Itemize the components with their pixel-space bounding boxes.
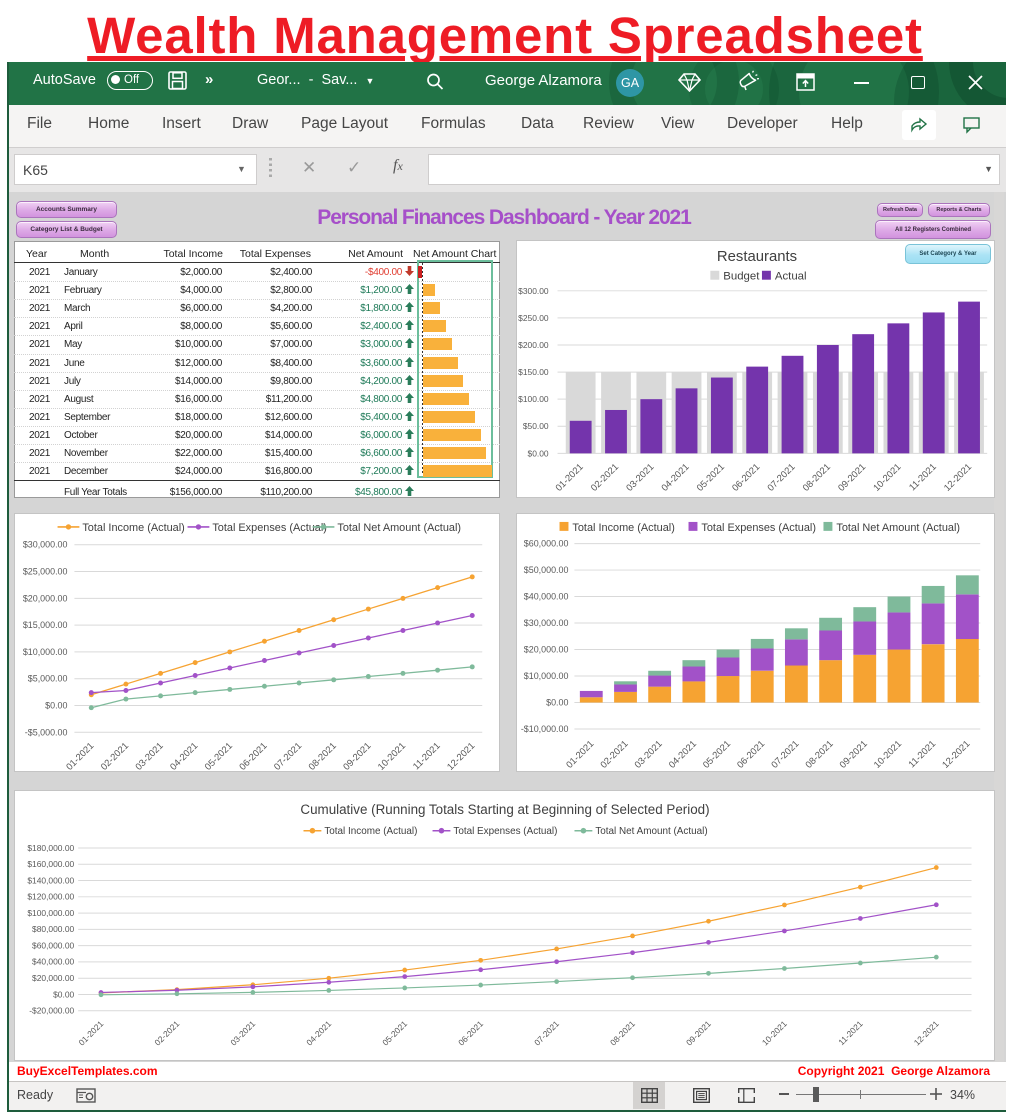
svg-text:10-2021: 10-2021 — [375, 740, 407, 772]
svg-text:Total Expenses (Actual): Total Expenses (Actual) — [212, 522, 327, 534]
svg-text:04-2021: 04-2021 — [304, 1018, 333, 1047]
svg-text:05-2021: 05-2021 — [202, 740, 234, 772]
svg-text:04-2021: 04-2021 — [659, 461, 691, 493]
svg-text:$100.00: $100.00 — [518, 394, 549, 404]
svg-text:$50,000.00: $50,000.00 — [524, 565, 569, 575]
svg-text:07-2021: 07-2021 — [532, 1018, 561, 1047]
svg-text:$60,000.00: $60,000.00 — [524, 539, 569, 549]
svg-text:$120,000.00: $120,000.00 — [27, 892, 74, 902]
svg-text:04-2021: 04-2021 — [167, 740, 199, 772]
svg-text:$25,000.00: $25,000.00 — [23, 567, 68, 577]
svg-text:-$20,000.00: -$20,000.00 — [29, 1006, 74, 1016]
svg-text:09-2021: 09-2021 — [341, 740, 373, 772]
svg-text:10-2021: 10-2021 — [871, 461, 903, 493]
svg-text:06-2021: 06-2021 — [456, 1018, 485, 1047]
svg-text:$30,000.00: $30,000.00 — [23, 540, 68, 550]
svg-text:05-2021: 05-2021 — [380, 1018, 409, 1047]
svg-text:07-2021: 07-2021 — [271, 740, 303, 772]
svg-text:12-2021: 12-2021 — [940, 738, 972, 770]
svg-text:$40,000.00: $40,000.00 — [32, 957, 74, 967]
svg-text:$0.00: $0.00 — [53, 989, 74, 999]
svg-text:06-2021: 06-2021 — [734, 738, 766, 770]
svg-text:Total Income (Actual): Total Income (Actual) — [324, 826, 417, 837]
svg-text:07-2021: 07-2021 — [765, 461, 797, 493]
svg-text:10-2021: 10-2021 — [871, 738, 903, 770]
svg-text:$60,000.00: $60,000.00 — [32, 940, 74, 950]
svg-text:Total Net Amount (Actual): Total Net Amount (Actual) — [836, 522, 960, 534]
svg-text:$20,000.00: $20,000.00 — [23, 593, 68, 603]
svg-text:02-2021: 02-2021 — [588, 461, 620, 493]
svg-text:06-2021: 06-2021 — [237, 740, 269, 772]
svg-text:$10,000.00: $10,000.00 — [23, 647, 68, 657]
svg-text:$100,000.00: $100,000.00 — [27, 908, 74, 918]
svg-text:11-2021: 11-2021 — [906, 738, 938, 770]
svg-text:07-2021: 07-2021 — [769, 738, 801, 770]
svg-text:$10,000.00: $10,000.00 — [524, 671, 569, 681]
svg-text:10-2021: 10-2021 — [760, 1018, 789, 1047]
svg-text:03-2021: 03-2021 — [624, 461, 656, 493]
svg-text:02-2021: 02-2021 — [152, 1018, 181, 1047]
svg-text:01-2021: 01-2021 — [76, 1018, 105, 1047]
svg-text:08-2021: 08-2021 — [800, 461, 832, 493]
svg-text:$0.00: $0.00 — [45, 700, 67, 710]
svg-text:Total Net Amount (Actual): Total Net Amount (Actual) — [595, 826, 707, 837]
svg-text:05-2021: 05-2021 — [694, 461, 726, 493]
svg-text:09-2021: 09-2021 — [835, 461, 867, 493]
svg-text:05-2021: 05-2021 — [700, 738, 732, 770]
svg-text:-$10,000.00: -$10,000.00 — [521, 724, 569, 734]
svg-text:$250.00: $250.00 — [518, 313, 549, 323]
svg-text:12-2021: 12-2021 — [912, 1018, 941, 1047]
svg-text:Total Income (Actual): Total Income (Actual) — [572, 522, 674, 534]
svg-text:Cumulative (Running Totals Sta: Cumulative (Running Totals Starting at B… — [300, 802, 709, 817]
svg-text:11-2021: 11-2021 — [906, 461, 938, 493]
svg-text:$30,000.00: $30,000.00 — [524, 618, 569, 628]
svg-text:04-2021: 04-2021 — [666, 738, 698, 770]
svg-text:08-2021: 08-2021 — [306, 740, 338, 772]
svg-text:Total Expenses (Actual): Total Expenses (Actual) — [701, 522, 816, 534]
svg-text:Restaurants: Restaurants — [717, 249, 797, 265]
svg-text:01-2021: 01-2021 — [563, 738, 595, 770]
svg-text:Total Net Amount (Actual): Total Net Amount (Actual) — [337, 522, 461, 534]
svg-text:11-2021: 11-2021 — [836, 1018, 865, 1047]
svg-text:$300.00: $300.00 — [518, 286, 549, 296]
svg-text:$5,000.00: $5,000.00 — [28, 674, 68, 684]
svg-text:08-2021: 08-2021 — [803, 738, 835, 770]
svg-text:03-2021: 03-2021 — [228, 1018, 257, 1047]
svg-text:03-2021: 03-2021 — [632, 738, 664, 770]
svg-text:12-2021: 12-2021 — [444, 740, 476, 772]
svg-text:01-2021: 01-2021 — [63, 740, 95, 772]
svg-text:Total Income (Actual): Total Income (Actual) — [82, 522, 184, 534]
svg-text:$150.00: $150.00 — [518, 367, 549, 377]
svg-text:09-2021: 09-2021 — [837, 738, 869, 770]
svg-text:06-2021: 06-2021 — [729, 461, 761, 493]
svg-text:$20,000.00: $20,000.00 — [524, 645, 569, 655]
svg-text:08-2021: 08-2021 — [608, 1018, 637, 1047]
svg-text:02-2021: 02-2021 — [98, 740, 130, 772]
svg-text:$0.00: $0.00 — [528, 448, 549, 458]
svg-text:$200.00: $200.00 — [518, 340, 549, 350]
svg-text:$180,000.00: $180,000.00 — [27, 843, 74, 853]
svg-text:Budget: Budget — [723, 271, 760, 283]
svg-text:Actual: Actual — [775, 271, 807, 283]
svg-text:$15,000.00: $15,000.00 — [23, 620, 68, 630]
svg-text:$160,000.00: $160,000.00 — [27, 859, 74, 869]
svg-text:$0.00: $0.00 — [546, 698, 568, 708]
svg-text:$40,000.00: $40,000.00 — [524, 592, 569, 602]
svg-text:$140,000.00: $140,000.00 — [27, 875, 74, 885]
svg-text:$20,000.00: $20,000.00 — [32, 973, 74, 983]
svg-text:$50.00: $50.00 — [523, 421, 549, 431]
svg-text:09-2021: 09-2021 — [684, 1018, 713, 1047]
svg-text:01-2021: 01-2021 — [553, 461, 585, 493]
svg-text:11-2021: 11-2021 — [410, 740, 442, 772]
svg-text:12-2021: 12-2021 — [941, 461, 973, 493]
svg-text:-$5,000.00: -$5,000.00 — [25, 727, 68, 737]
svg-text:03-2021: 03-2021 — [133, 740, 165, 772]
svg-text:02-2021: 02-2021 — [598, 738, 630, 770]
svg-text:$80,000.00: $80,000.00 — [32, 924, 74, 934]
svg-text:Total Expenses (Actual): Total Expenses (Actual) — [453, 826, 557, 837]
